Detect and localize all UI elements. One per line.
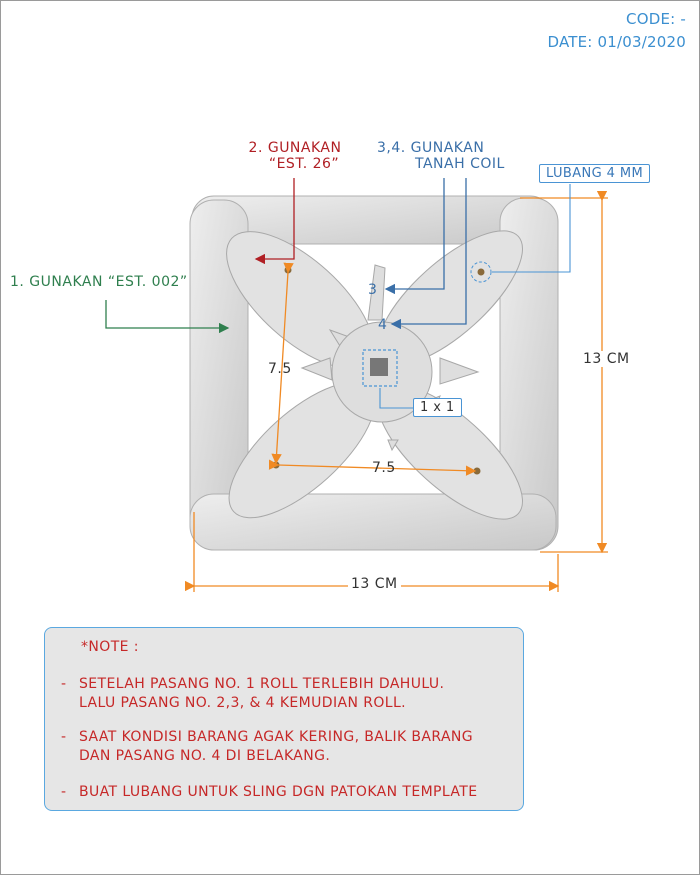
dimension-width: 13 CM bbox=[348, 576, 401, 592]
callout-part34: 3,4. GUNAKAN TANAH COIL bbox=[377, 140, 505, 172]
dimension-height: 13 CM bbox=[580, 351, 633, 367]
dimension-hole-vertical: 7.5 bbox=[268, 361, 292, 377]
center-hole bbox=[370, 358, 388, 376]
callout-part34-line1: 3,4. GUNAKAN bbox=[377, 140, 485, 156]
date-label: DATE: bbox=[547, 33, 593, 51]
note-item-text: BUAT LUBANG UNTUK SLING DGN PATOKAN TEMP… bbox=[79, 784, 478, 800]
callout-hole: LUBANG 4 MM bbox=[539, 164, 651, 183]
note-item-text: SAAT KONDISI BARANG AGAK KERING, BALIK B… bbox=[79, 729, 474, 764]
leader-part2 bbox=[254, 178, 295, 265]
note-item-text: SETELAH PASANG NO. 1 ROLL TERLEBIH DAHUL… bbox=[79, 676, 445, 711]
callout-part2-line1: 2. GUNAKAN bbox=[248, 140, 342, 156]
marker-3: 3 bbox=[368, 282, 378, 298]
leader-center bbox=[379, 388, 414, 409]
clay-petals bbox=[226, 230, 523, 520]
callout-part34-line2: TANAH COIL bbox=[415, 156, 505, 172]
callout-part2-line2: “EST. 26” bbox=[268, 156, 340, 172]
leader-hole bbox=[492, 184, 571, 273]
note-title: *NOTE : bbox=[81, 639, 139, 655]
note-item: - BUAT LUBANG UNTUK SLING DGN PATOKAN TE… bbox=[61, 783, 513, 802]
callout-part2: 2. GUNAKAN “EST. 26” bbox=[240, 140, 350, 172]
code-value: - bbox=[680, 10, 686, 28]
leader-part4 bbox=[390, 178, 467, 330]
date-line: DATE: 01/03/2020 bbox=[547, 33, 686, 51]
callout-part1: 1. GUNAKAN “EST. 002” bbox=[10, 274, 188, 290]
hole-highlight bbox=[470, 261, 492, 283]
leader-part1 bbox=[105, 300, 230, 334]
date-value: 01/03/2020 bbox=[597, 33, 686, 51]
leader-part3 bbox=[384, 178, 445, 295]
note-box: *NOTE : - SETELAH PASANG NO. 1 ROLL TERL… bbox=[44, 627, 524, 811]
note-item: - SETELAH PASANG NO. 1 ROLL TERLEBIH DAH… bbox=[61, 675, 513, 713]
code-label: CODE: bbox=[626, 10, 676, 28]
center-hole-outline bbox=[362, 349, 398, 387]
marker-4: 4 bbox=[378, 317, 388, 333]
dimension-hole-horizontal: 7.5 bbox=[372, 460, 396, 476]
center-size-label: 1 x 1 bbox=[413, 398, 462, 417]
note-item: - SAAT KONDISI BARANG AGAK KERING, BALIK… bbox=[61, 728, 513, 766]
code-line: CODE: - bbox=[626, 10, 686, 28]
clay-frame bbox=[189, 195, 559, 551]
